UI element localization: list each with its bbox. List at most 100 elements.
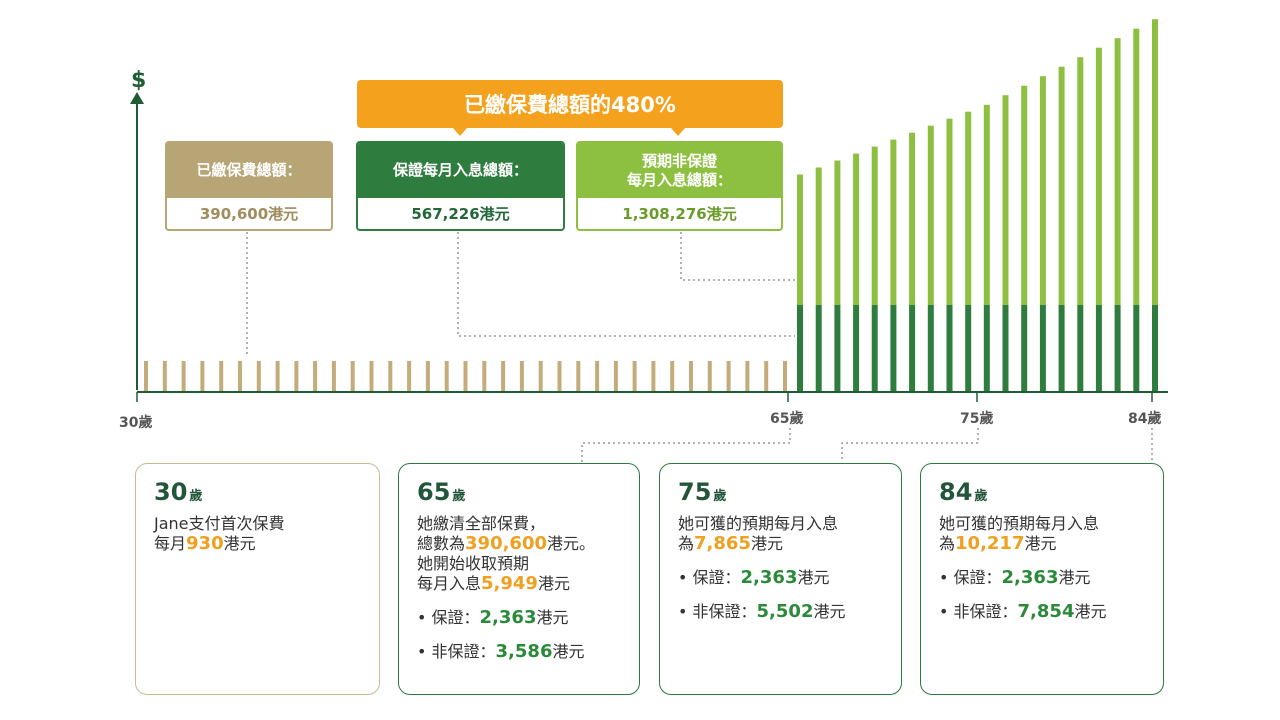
- card-84-guaranteed: • 保證：2,363港元: [939, 567, 1091, 588]
- summary-box-nonguaranteed-title-line1: 預期非保證: [641, 151, 717, 170]
- tick-label-65: 65歲: [770, 411, 804, 427]
- summary-box-guaranteed: 保證每月入息總額： 567,226港元: [356, 141, 565, 231]
- premium-bar-age-62: [745, 361, 750, 391]
- nonguaranteed-bar-age-79: [1058, 66, 1065, 305]
- nonguaranteed-bar-age-75: [983, 104, 990, 305]
- summary-box-guaranteed-title: 保證每月入息總額：: [358, 143, 563, 198]
- card-age-30: 30 歲 Jane支付首次保費 每月930港元: [135, 463, 380, 695]
- premium-bar-age-41: [350, 361, 355, 391]
- premium-bar-age-39: [313, 361, 318, 391]
- banner-pointer-right: [671, 128, 685, 136]
- premium-bar-age-35: [238, 361, 242, 391]
- nonguaranteed-bar-age-77: [1021, 85, 1028, 305]
- guaranteed-bar-age-71: [909, 305, 916, 391]
- nonguaranteed-bar-age-73: [946, 118, 953, 305]
- card-age-65: 65 歲 她繳清全部保費， 總數為390,600港元。 她開始收取預期 每月入息5…: [398, 463, 640, 695]
- premium-bar-age-30: [144, 361, 148, 391]
- nonguaranteed-bar-age-69: [871, 146, 878, 305]
- card-65-age: 65 歲: [417, 478, 466, 506]
- guaranteed-bar-age-68: [853, 305, 860, 391]
- nonguaranteed-bar-age-82: [1114, 38, 1121, 305]
- nonguaranteed-bar-age-66: [815, 167, 822, 305]
- bars-group: [144, 19, 1158, 391]
- premium-bar-age-31: [162, 361, 167, 391]
- summary-box-premium-value: 390,600港元: [199, 205, 299, 223]
- nonguaranteed-bar-age-80: [1077, 57, 1084, 306]
- card-84-nonguaranteed: • 非保證：7,854港元: [939, 601, 1107, 622]
- premium-bar-age-56: [632, 361, 637, 391]
- guaranteed-bar-age-67: [834, 305, 841, 391]
- premium-bar-age-38: [294, 361, 299, 391]
- card-65-guaranteed: • 保證：2,363港元: [417, 607, 569, 628]
- nonguaranteed-bar-age-70: [890, 139, 897, 305]
- guaranteed-bar-age-75: [983, 305, 990, 391]
- premium-bar-age-63: [764, 361, 769, 391]
- card-75-age: 75 歲: [678, 478, 727, 506]
- card-65-nonguaranteed: • 非保證：3,586港元: [417, 641, 585, 662]
- guaranteed-bar-age-81: [1095, 305, 1102, 391]
- guaranteed-bar-age-78: [1039, 305, 1046, 391]
- connector-guaranteed: [457, 232, 795, 337]
- card-75-guaranteed: • 保證：2,363港元: [678, 567, 830, 588]
- summary-box-premium-title: 已繳保費總額：: [167, 143, 331, 198]
- card-30-text: Jane支付首次保費 每月930港元: [154, 514, 285, 554]
- premium-bar-age-44: [407, 361, 412, 391]
- card-75-nonguaranteed: • 非保證：5,502港元: [678, 601, 846, 622]
- premium-bar-age-52: [557, 361, 562, 391]
- connector-card-75: [841, 428, 979, 462]
- summary-box-nonguaranteed: 預期非保證 每月入息總額： 1,308,276港元: [576, 141, 783, 231]
- premium-bar-age-33: [200, 361, 205, 391]
- summary-box-nonguaranteed-value: 1,308,276港元: [622, 205, 737, 223]
- connector-nonguaranteed: [680, 232, 795, 281]
- premium-bar-age-32: [181, 361, 186, 391]
- premium-bar-age-60: [707, 361, 712, 391]
- tick-label-30: 30歲: [119, 415, 153, 431]
- guaranteed-bar-age-66: [815, 305, 822, 391]
- total-percentage-banner: 已繳保費總額的480%: [357, 80, 783, 128]
- tick-label-75: 75歲: [960, 411, 994, 427]
- card-30-age: 30 歲: [154, 478, 203, 506]
- nonguaranteed-bar-age-71: [909, 132, 916, 305]
- guaranteed-bar-age-79: [1058, 305, 1065, 391]
- guaranteed-bar-age-73: [946, 305, 953, 391]
- guaranteed-bar-age-76: [1002, 305, 1009, 391]
- nonguaranteed-bar-age-68: [853, 153, 860, 305]
- connector-lines: [246, 232, 1153, 462]
- premium-bar-age-58: [670, 361, 675, 391]
- axes-group: [130, 92, 1168, 402]
- premium-bar-age-46: [444, 361, 449, 391]
- nonguaranteed-bar-age-76: [1002, 95, 1009, 305]
- card-65-text: 她繳清全部保費， 總數為390,600港元。 她開始收取預期 每月入息5,949…: [417, 514, 596, 594]
- y-axis-label: $: [131, 68, 147, 93]
- card-84-age: 84 歲: [939, 478, 988, 506]
- premium-bar-age-37: [275, 361, 280, 391]
- premium-bar-age-45: [425, 361, 430, 391]
- premium-bar-age-49: [501, 361, 506, 391]
- banner-pointer-left: [453, 128, 467, 136]
- nonguaranteed-bar-age-65: [797, 174, 803, 305]
- premium-bar-age-53: [576, 361, 581, 391]
- card-84-text: 她可獲的預期每月入息 為10,217港元: [939, 514, 1100, 554]
- premium-bar-age-48: [482, 361, 487, 391]
- guaranteed-bar-age-84: [1152, 305, 1158, 391]
- premium-bar-age-34: [219, 361, 224, 391]
- nonguaranteed-bar-age-81: [1095, 47, 1102, 305]
- premium-bar-age-50: [519, 361, 524, 391]
- premium-bar-age-36: [256, 361, 261, 391]
- guaranteed-bar-age-70: [890, 305, 897, 391]
- nonguaranteed-bar-age-67: [834, 160, 841, 305]
- nonguaranteed-bar-age-84: [1152, 19, 1158, 305]
- premium-bar-age-61: [726, 361, 731, 391]
- premium-bar-age-59: [689, 361, 693, 391]
- premium-bar-age-55: [613, 361, 618, 391]
- premium-bar-age-57: [651, 361, 656, 391]
- nonguaranteed-bar-age-78: [1039, 76, 1046, 305]
- premium-bar-age-40: [331, 361, 336, 391]
- guaranteed-bar-age-69: [871, 305, 878, 391]
- nonguaranteed-bar-age-83: [1133, 28, 1140, 305]
- guaranteed-bar-age-80: [1077, 305, 1084, 391]
- connector-card-65: [581, 428, 791, 462]
- card-age-84: 84 歲 她可獲的預期每月入息 為10,217港元 • 保證：2,363港元 • …: [920, 463, 1164, 695]
- guaranteed-bar-age-65: [797, 305, 803, 391]
